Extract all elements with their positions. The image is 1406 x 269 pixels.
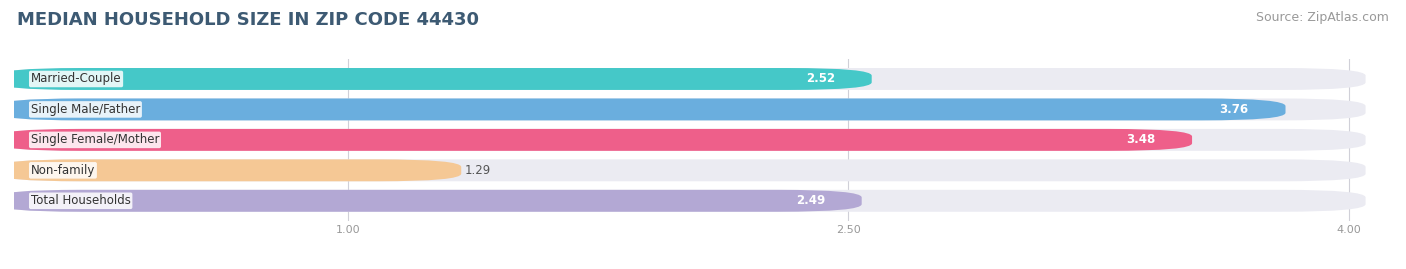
Text: Source: ZipAtlas.com: Source: ZipAtlas.com (1256, 11, 1389, 24)
FancyBboxPatch shape (0, 98, 1285, 121)
Text: Single Male/Father: Single Male/Father (31, 103, 141, 116)
Text: 2.49: 2.49 (796, 194, 825, 207)
FancyBboxPatch shape (0, 129, 1192, 151)
FancyBboxPatch shape (0, 159, 1365, 181)
Text: 3.76: 3.76 (1219, 103, 1249, 116)
FancyBboxPatch shape (0, 68, 872, 90)
FancyBboxPatch shape (0, 129, 1365, 151)
FancyBboxPatch shape (0, 190, 1365, 212)
Text: Non-family: Non-family (31, 164, 96, 177)
Text: MEDIAN HOUSEHOLD SIZE IN ZIP CODE 44430: MEDIAN HOUSEHOLD SIZE IN ZIP CODE 44430 (17, 11, 479, 29)
FancyBboxPatch shape (0, 190, 862, 212)
Text: Married-Couple: Married-Couple (31, 72, 121, 86)
FancyBboxPatch shape (0, 68, 1365, 90)
Text: 1.29: 1.29 (464, 164, 491, 177)
FancyBboxPatch shape (0, 98, 1365, 121)
FancyBboxPatch shape (0, 159, 461, 181)
Text: Single Female/Mother: Single Female/Mother (31, 133, 159, 146)
Text: 3.48: 3.48 (1126, 133, 1156, 146)
Text: Total Households: Total Households (31, 194, 131, 207)
Text: 2.52: 2.52 (806, 72, 835, 86)
